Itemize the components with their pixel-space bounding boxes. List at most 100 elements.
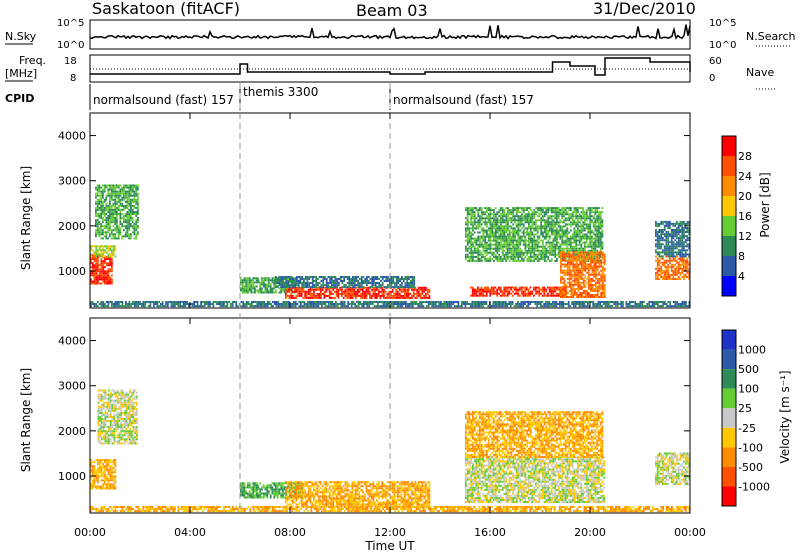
power-cell [574, 289, 576, 292]
power-cell [306, 296, 308, 299]
power-cell [496, 257, 499, 260]
power-cell [340, 301, 343, 303]
power-cell [554, 259, 557, 262]
power-cell [414, 288, 417, 291]
power-cell [290, 285, 293, 288]
power-cell [541, 301, 544, 303]
power-cell [479, 257, 481, 260]
power-cell [371, 284, 374, 287]
power-cell [564, 235, 567, 238]
power-cell [105, 186, 108, 189]
power-cell [294, 284, 297, 287]
power-cell [473, 247, 476, 250]
power-cell [98, 245, 101, 248]
power-cell [102, 245, 105, 248]
power-cell [602, 283, 604, 286]
power-cell [112, 237, 115, 240]
power-cell [524, 255, 527, 258]
power-cell [105, 276, 108, 279]
power-cell [421, 290, 424, 293]
noise-right-tick-bottom: 10^0 [709, 40, 736, 51]
power-cell [287, 280, 290, 282]
power-cell [102, 219, 104, 222]
power-cell [105, 225, 108, 228]
power-cell [600, 253, 602, 256]
power-cell [545, 235, 548, 238]
power-cell [266, 287, 269, 290]
power-cell [577, 209, 579, 212]
power-cell [491, 221, 494, 224]
power-cell [247, 301, 250, 303]
power-cell [109, 262, 112, 265]
power-cell [515, 286, 518, 289]
power-cell [147, 301, 150, 303]
power-cell [639, 303, 642, 305]
power-cell [425, 296, 427, 299]
power-cell [275, 291, 277, 294]
power-cell [102, 206, 104, 209]
power-cell [340, 303, 343, 305]
power-cell [536, 257, 539, 260]
power-cell [477, 247, 480, 250]
power-cell [441, 305, 444, 308]
power-cell [575, 251, 578, 254]
power-cell [107, 190, 110, 193]
power-cell [575, 292, 578, 294]
power-cell [501, 217, 504, 220]
power-cell [575, 283, 578, 286]
power-cell [109, 196, 111, 199]
power-cell [508, 237, 511, 240]
power-cell [135, 237, 138, 240]
power-cell [568, 215, 571, 218]
power-cell [196, 301, 199, 303]
power-cell [473, 259, 476, 262]
power-cell [372, 290, 375, 293]
power-cell [678, 305, 680, 308]
power-cell [589, 255, 592, 258]
power-cell [519, 207, 522, 210]
power-cell [554, 231, 557, 234]
power-cell [264, 289, 267, 292]
power-cell [510, 286, 513, 289]
power-cell [577, 281, 580, 284]
power-cell [362, 294, 364, 297]
power-cell [535, 245, 537, 248]
power-cell [663, 259, 666, 262]
power-cell [574, 273, 576, 276]
power-cell [385, 278, 388, 280]
power-cell [377, 303, 379, 305]
power-cell [500, 207, 502, 210]
power-cell [362, 286, 365, 289]
power-cell [545, 219, 548, 222]
power-cell [526, 251, 529, 254]
power-cell [596, 257, 599, 260]
power-cell [193, 303, 195, 305]
power-cell [97, 276, 99, 279]
power-cell [579, 267, 582, 270]
power-cell [500, 239, 502, 242]
power-cell [568, 241, 571, 244]
power-cell [350, 284, 353, 287]
power-cell [268, 277, 270, 280]
power-cell [543, 229, 546, 232]
power-cell [500, 213, 502, 216]
power-cell [581, 257, 583, 260]
power-cell [586, 271, 589, 274]
power-cell [505, 294, 507, 297]
power-cell [512, 241, 515, 244]
power-cell [98, 223, 101, 226]
power-cell [660, 273, 663, 276]
power-cell [593, 287, 596, 290]
power-cell [391, 290, 394, 293]
power-cell [421, 288, 424, 291]
power-cell [559, 305, 561, 308]
power-cell [575, 279, 578, 282]
power-cell [252, 291, 255, 294]
power-cell [182, 305, 185, 308]
power-cell [482, 290, 485, 293]
power-cell [535, 255, 537, 258]
power-cell [505, 219, 508, 222]
power-cell [568, 271, 571, 274]
power-cell [514, 257, 516, 260]
power-cell [528, 221, 530, 224]
